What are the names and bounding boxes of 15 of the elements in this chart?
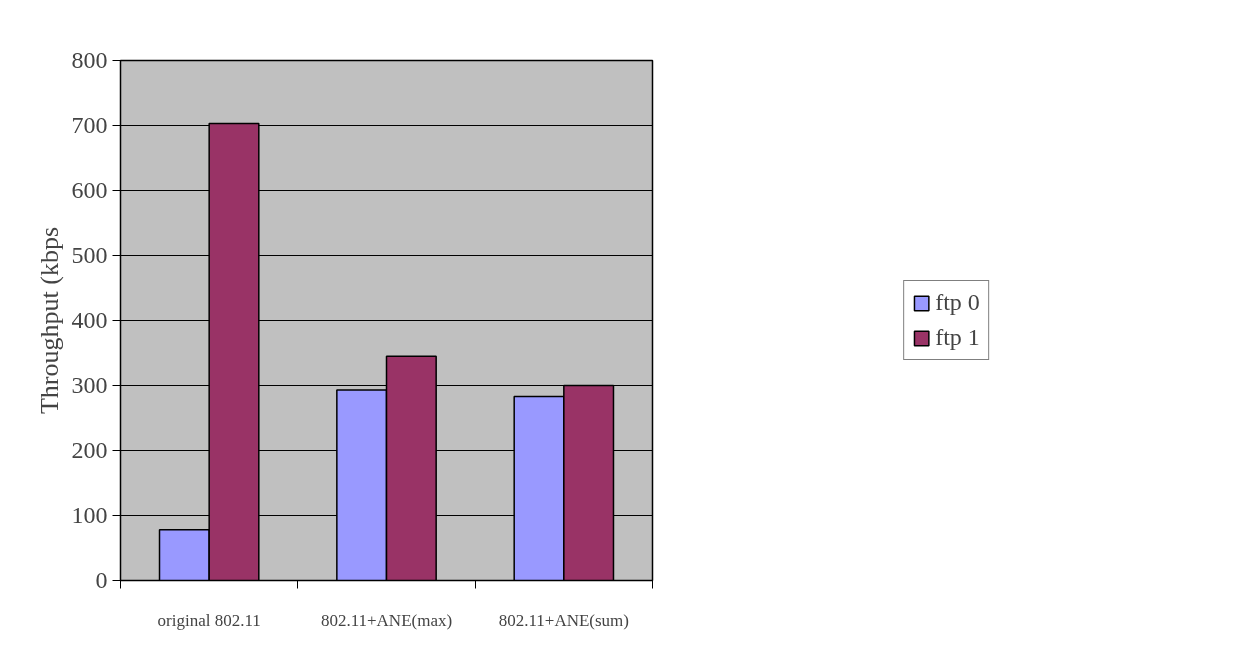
legend-label: ftp 0 — [935, 289, 980, 316]
y-tick-label: 500 — [71, 242, 108, 268]
y-tick-label: 200 — [71, 437, 108, 463]
y-tick-label: 800 — [71, 47, 108, 73]
y-tick-label: 700 — [71, 112, 108, 138]
x-tick-label: original 802.11 — [157, 610, 261, 630]
y-tick-label: 300 — [71, 372, 108, 398]
y-axis-title: Throughput (kbps — [34, 226, 64, 415]
y-tick-label: 0 — [95, 567, 108, 593]
legend-label: ftp 1 — [935, 324, 980, 351]
x-tick-label: 802.11+ANE(sum) — [498, 610, 629, 630]
y-tick-label: 400 — [71, 307, 108, 333]
y-tick-label: 100 — [71, 502, 108, 528]
x-tick-label: 802.11+ANE(max) — [320, 610, 453, 630]
y-tick-label: 600 — [71, 177, 108, 203]
